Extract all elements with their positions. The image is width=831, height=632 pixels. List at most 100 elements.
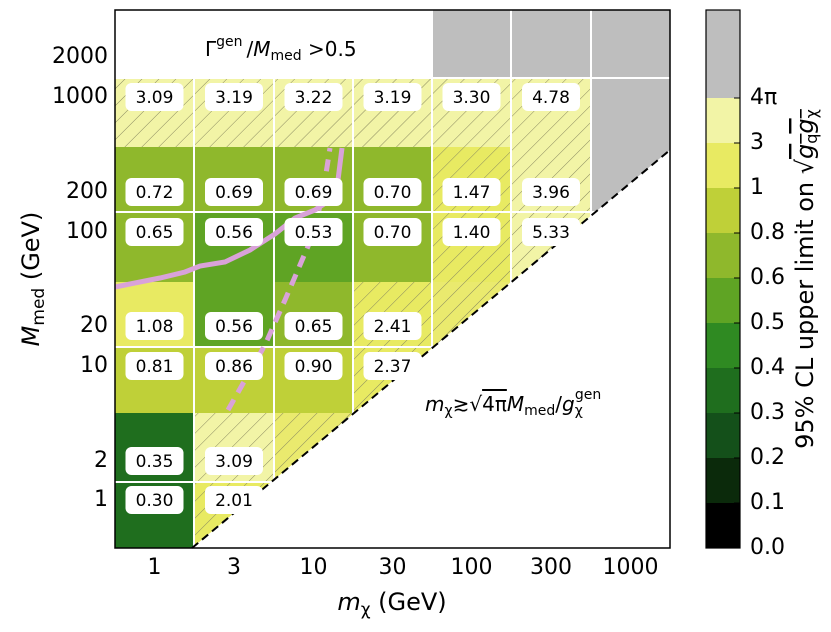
axis-label-part: χ <box>361 600 371 620</box>
axis-label-part: med <box>29 288 49 326</box>
cell-label-box <box>125 312 184 340</box>
colorbar-segment <box>706 143 740 188</box>
colorbar-label-part: q <box>802 134 821 144</box>
cell-label: 0.69 <box>295 183 333 203</box>
colorbar-label-part: 95% CL upper limit on <box>791 174 819 449</box>
colorbar-segment <box>706 233 740 278</box>
colorbar-tick-label: 0.1 <box>750 490 785 515</box>
colorbar-label-part: χ <box>802 109 821 118</box>
annotation-part: m <box>425 392 444 416</box>
cell-label: 3.19 <box>374 88 412 108</box>
cell-label-box <box>522 218 580 246</box>
colorbar-tick-label: 3 <box>750 130 764 155</box>
colorbar-tick-label: 0.6 <box>750 265 785 290</box>
annotation: mχ≳√4πMmed/gχgen <box>425 387 601 419</box>
axis-label-part: (GeV) <box>17 212 45 288</box>
cell-label: 0.81 <box>136 357 174 377</box>
x-tick-label: 100 <box>451 555 493 580</box>
cell-label-box <box>125 83 184 111</box>
annotation-part: / <box>555 392 562 416</box>
x-tick-label: 30 <box>379 555 407 580</box>
cell-label-box <box>363 218 422 246</box>
cell-label-box <box>205 352 263 380</box>
cell-label-box <box>442 218 501 246</box>
cell-label-box <box>284 83 343 111</box>
annotation-part: g <box>562 392 575 416</box>
cell-label-box <box>205 83 263 111</box>
cell-label-box <box>363 312 422 340</box>
cell-label: 0.56 <box>215 317 253 337</box>
cell-label: 0.90 <box>295 357 333 377</box>
cell-label: 2.41 <box>374 317 412 337</box>
y-tick-label: 20 <box>80 313 108 338</box>
colorbar-segment <box>706 368 740 413</box>
cell-label-box <box>205 447 263 475</box>
colorbar-tick-label: 4π <box>750 85 777 110</box>
y-tick-label: 1 <box>94 487 108 512</box>
cell-label-box <box>363 83 422 111</box>
cell-label: 1.08 <box>136 317 174 337</box>
annotation: Γgen /Mmed >0.5 <box>205 34 357 64</box>
colorbar-segment <box>706 98 740 143</box>
cell-label: 3.19 <box>215 88 253 108</box>
annotation-part: ≳ <box>453 392 470 416</box>
cell-label: 0.53 <box>295 223 333 243</box>
annotation-part: med <box>271 48 302 64</box>
annotation-part: √ <box>469 392 482 416</box>
y-tick-label: 100 <box>66 219 108 244</box>
excluded-region <box>432 10 670 78</box>
cell-label: 3.22 <box>295 88 333 108</box>
annotation-part: gen <box>575 387 601 403</box>
x-tick-label: 3 <box>227 555 241 580</box>
cell-label-box <box>363 352 422 380</box>
cell-label: 0.72 <box>136 183 174 203</box>
colorbar-segment <box>706 188 740 233</box>
x-tick-label: 10 <box>300 555 328 580</box>
colorbar-label-part: g <box>791 144 819 159</box>
colorbar-segment <box>706 458 740 503</box>
x-axis-label: mχ (GeV) <box>337 588 446 620</box>
cell-label-box <box>284 312 343 340</box>
cell-label-box <box>205 178 263 206</box>
annotation-part: gen <box>216 34 242 50</box>
excluded-region <box>591 78 670 216</box>
x-tick-label: 300 <box>530 555 572 580</box>
cell-label: 5.33 <box>532 223 570 243</box>
axis-label-part: m <box>337 588 360 616</box>
cell-label-box <box>284 352 343 380</box>
annotation-part: M <box>507 392 524 416</box>
cell-label: 0.56 <box>215 223 253 243</box>
cell-label-box <box>522 178 580 206</box>
cell-label-box <box>284 218 343 246</box>
colorbar-tick-label: 0.2 <box>750 445 785 470</box>
colorbar-segment <box>706 503 740 548</box>
cell-label-box <box>284 178 343 206</box>
colorbar-tick-label: 1 <box>750 175 764 200</box>
y-tick-label: 2000 <box>52 44 108 69</box>
annotation-part: χ <box>575 403 583 419</box>
cell-label-box <box>442 83 501 111</box>
cell-label-box <box>442 178 501 206</box>
cell-label: 2.01 <box>215 491 253 511</box>
colorbar-label-part: √ <box>791 158 819 174</box>
cell-label: 0.70 <box>374 223 412 243</box>
cell-label: 4.78 <box>532 88 570 108</box>
colorbar-label: 95% CL upper limit on √gqgχ <box>791 109 821 449</box>
cell-label: 0.30 <box>136 491 174 511</box>
y-tick-label: 2 <box>94 448 108 473</box>
cell-label-box <box>522 83 580 111</box>
axis-label-part: M <box>17 325 45 346</box>
colorbar-segment <box>706 323 740 368</box>
y-tick-label: 10 <box>80 353 108 378</box>
cell-label-box <box>125 486 184 514</box>
cell-label: 0.65 <box>136 223 174 243</box>
cell-label: 0.70 <box>374 183 412 203</box>
colorbar-label-part: g <box>791 118 819 133</box>
cell-label: 0.35 <box>136 452 174 472</box>
excluded-lower-region <box>192 150 670 548</box>
colorbar-tick-label: 0.0 <box>750 535 785 560</box>
annotation-part: 4π <box>482 392 507 416</box>
y-tick-label: 1000 <box>52 84 108 109</box>
colorbar-tick-label: 0.5 <box>750 310 785 335</box>
